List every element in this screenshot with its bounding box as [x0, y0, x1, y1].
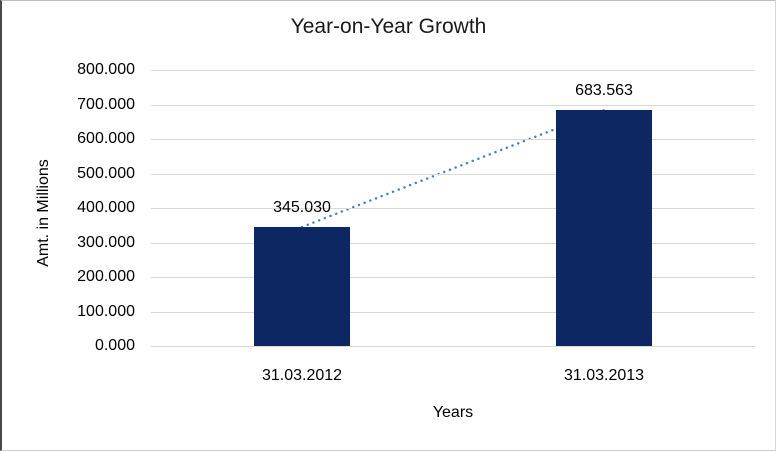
- y-axis-tick-label: 0.000: [94, 337, 135, 354]
- gridline: [151, 277, 755, 278]
- y-axis-tick-label: 400.000: [77, 199, 135, 216]
- y-axis-tick-label: 800.000: [77, 61, 135, 78]
- y-axis-tick-label: 600.000: [77, 130, 135, 147]
- bar-data-label: 683.563: [575, 82, 633, 100]
- y-axis-tick-label: 500.000: [77, 164, 135, 182]
- chart-title: Year-on-Year Growth: [290, 15, 487, 38]
- gridline: [151, 104, 755, 106]
- gridline: [151, 173, 755, 175]
- x-axis-category-label: 31.03.2012: [261, 367, 343, 384]
- gridline: [151, 242, 755, 244]
- gridline: [151, 311, 755, 313]
- y-axis-tick-label: 700.000: [77, 95, 135, 113]
- y-axis-tick-label: 100.000: [77, 302, 135, 320]
- gridline: [151, 70, 755, 71]
- x-axis-category-label: 31.03.2013: [563, 367, 645, 384]
- gridline: [151, 346, 755, 347]
- x-axis-title: Years: [432, 404, 474, 421]
- bar: [556, 110, 652, 346]
- y-axis-tick-label: 200.000: [77, 268, 135, 285]
- bar-data-label: 345.030: [273, 198, 331, 216]
- bar: [254, 226, 350, 346]
- y-axis-tick-label: 300.000: [77, 233, 135, 251]
- gridline: [151, 208, 755, 209]
- gridline: [151, 139, 755, 140]
